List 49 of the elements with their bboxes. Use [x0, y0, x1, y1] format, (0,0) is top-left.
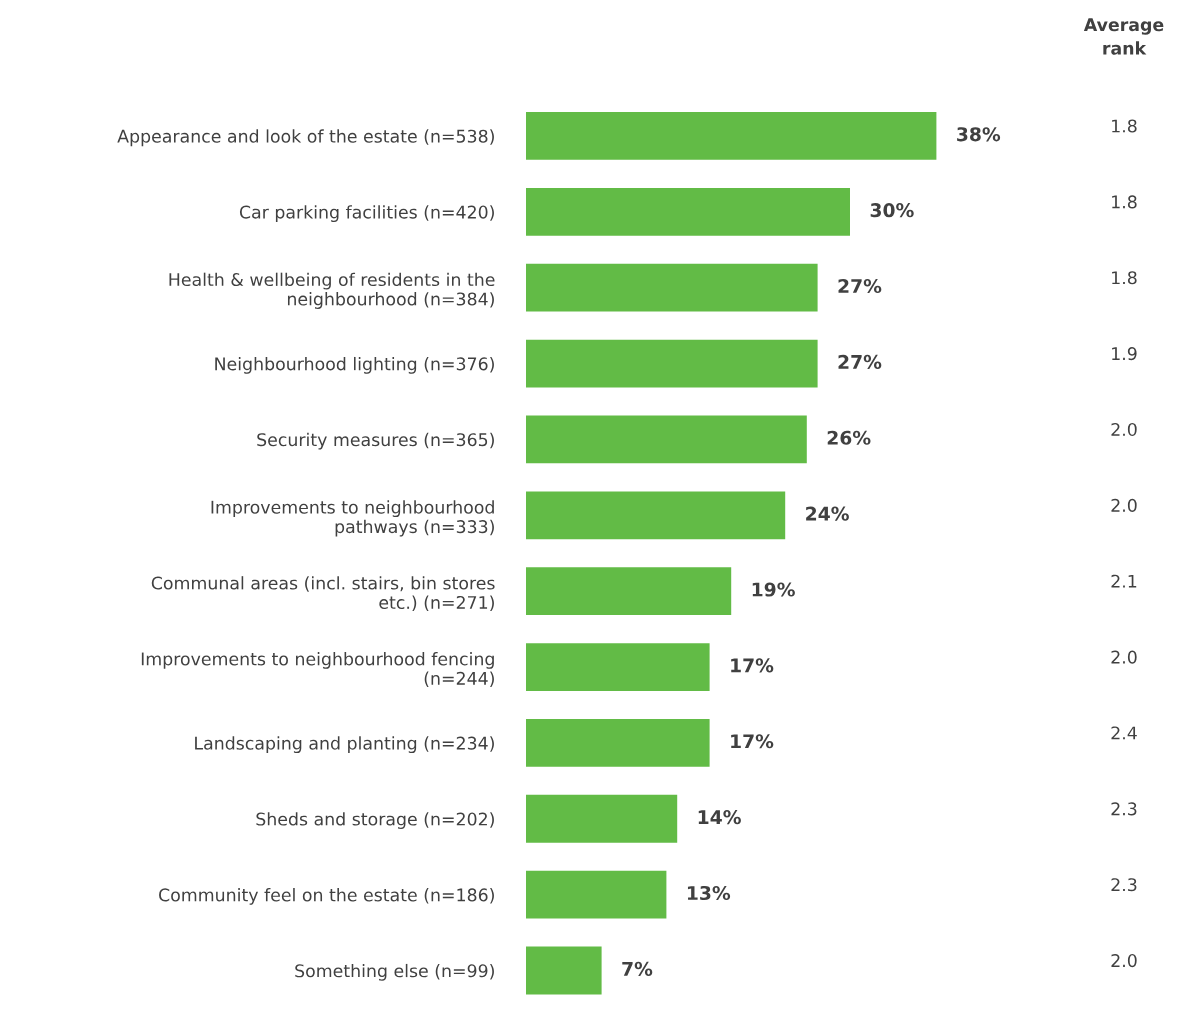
bar — [526, 491, 786, 540]
y-tick-label: Something else (n=99) — [295, 963, 494, 981]
bar — [526, 415, 807, 464]
data-label: 7% — [622, 961, 653, 976]
data-label: 30% — [870, 203, 914, 218]
text: 1.9 — [1112, 347, 1137, 361]
text: 1.8 — [1112, 119, 1137, 133]
bar — [526, 946, 602, 995]
y-tick-label: Car parking facilities (n=420) — [239, 205, 494, 223]
text: 2.3 — [1111, 878, 1137, 892]
text: 2.0 — [1111, 422, 1137, 437]
data-label: 14% — [698, 810, 741, 825]
y-tick-label: Sheds and storage (n=202) — [256, 812, 494, 829]
y-tick-label: Community feel on the estate (n=186) — [159, 888, 494, 905]
text: 2.0 — [1111, 650, 1137, 664]
text: 2.3 — [1111, 802, 1137, 816]
y-tick-label: Appearance and look of the estate (n=538) — [117, 129, 494, 147]
data-label: 24% — [806, 506, 849, 521]
text: 2.0 — [1111, 498, 1137, 512]
data-label: 19% — [752, 582, 795, 597]
y-tick-label: Security measures (n=365) — [257, 432, 494, 450]
data-label: 13% — [687, 885, 731, 901]
data-label: 26% — [827, 430, 871, 445]
text: 2.4 — [1111, 726, 1137, 740]
text: 1.8 — [1112, 195, 1137, 209]
bar — [526, 263, 818, 312]
y-tick-label: Health & wellbeing of residents in the neighbourhood (n=384) — [169, 272, 495, 309]
text: 1.8 — [1112, 271, 1137, 285]
bar — [526, 567, 732, 616]
y-tick-label: Communal areas (incl. stairs, bin stores etc.) (n=271) — [151, 576, 495, 612]
y-tick-label: Landscaping and planting (n=234) — [195, 736, 494, 754]
bar — [526, 339, 818, 388]
bar — [526, 187, 850, 236]
bar — [526, 794, 678, 843]
text: Average rank — [1083, 18, 1164, 55]
bar — [526, 112, 937, 160]
bar — [526, 719, 710, 767]
data-label: 27% — [838, 354, 882, 369]
y-tick-label: Improvements to neighbourhood pathways (n=333) — [211, 500, 494, 537]
y-tick-label: Improvements to neighbourhood fencing (n=244) — [141, 652, 494, 687]
data-label: 27% — [838, 278, 882, 294]
y-tick-label: Neighbourhood lighting (n=376) — [215, 356, 494, 374]
text: 2.1 — [1111, 574, 1137, 588]
data-label: 38% — [957, 127, 1001, 142]
bar — [526, 643, 710, 691]
data-label: 17% — [731, 734, 774, 749]
text: 2.0 — [1111, 954, 1137, 968]
data-label: 17% — [731, 658, 774, 673]
bar — [526, 870, 667, 919]
